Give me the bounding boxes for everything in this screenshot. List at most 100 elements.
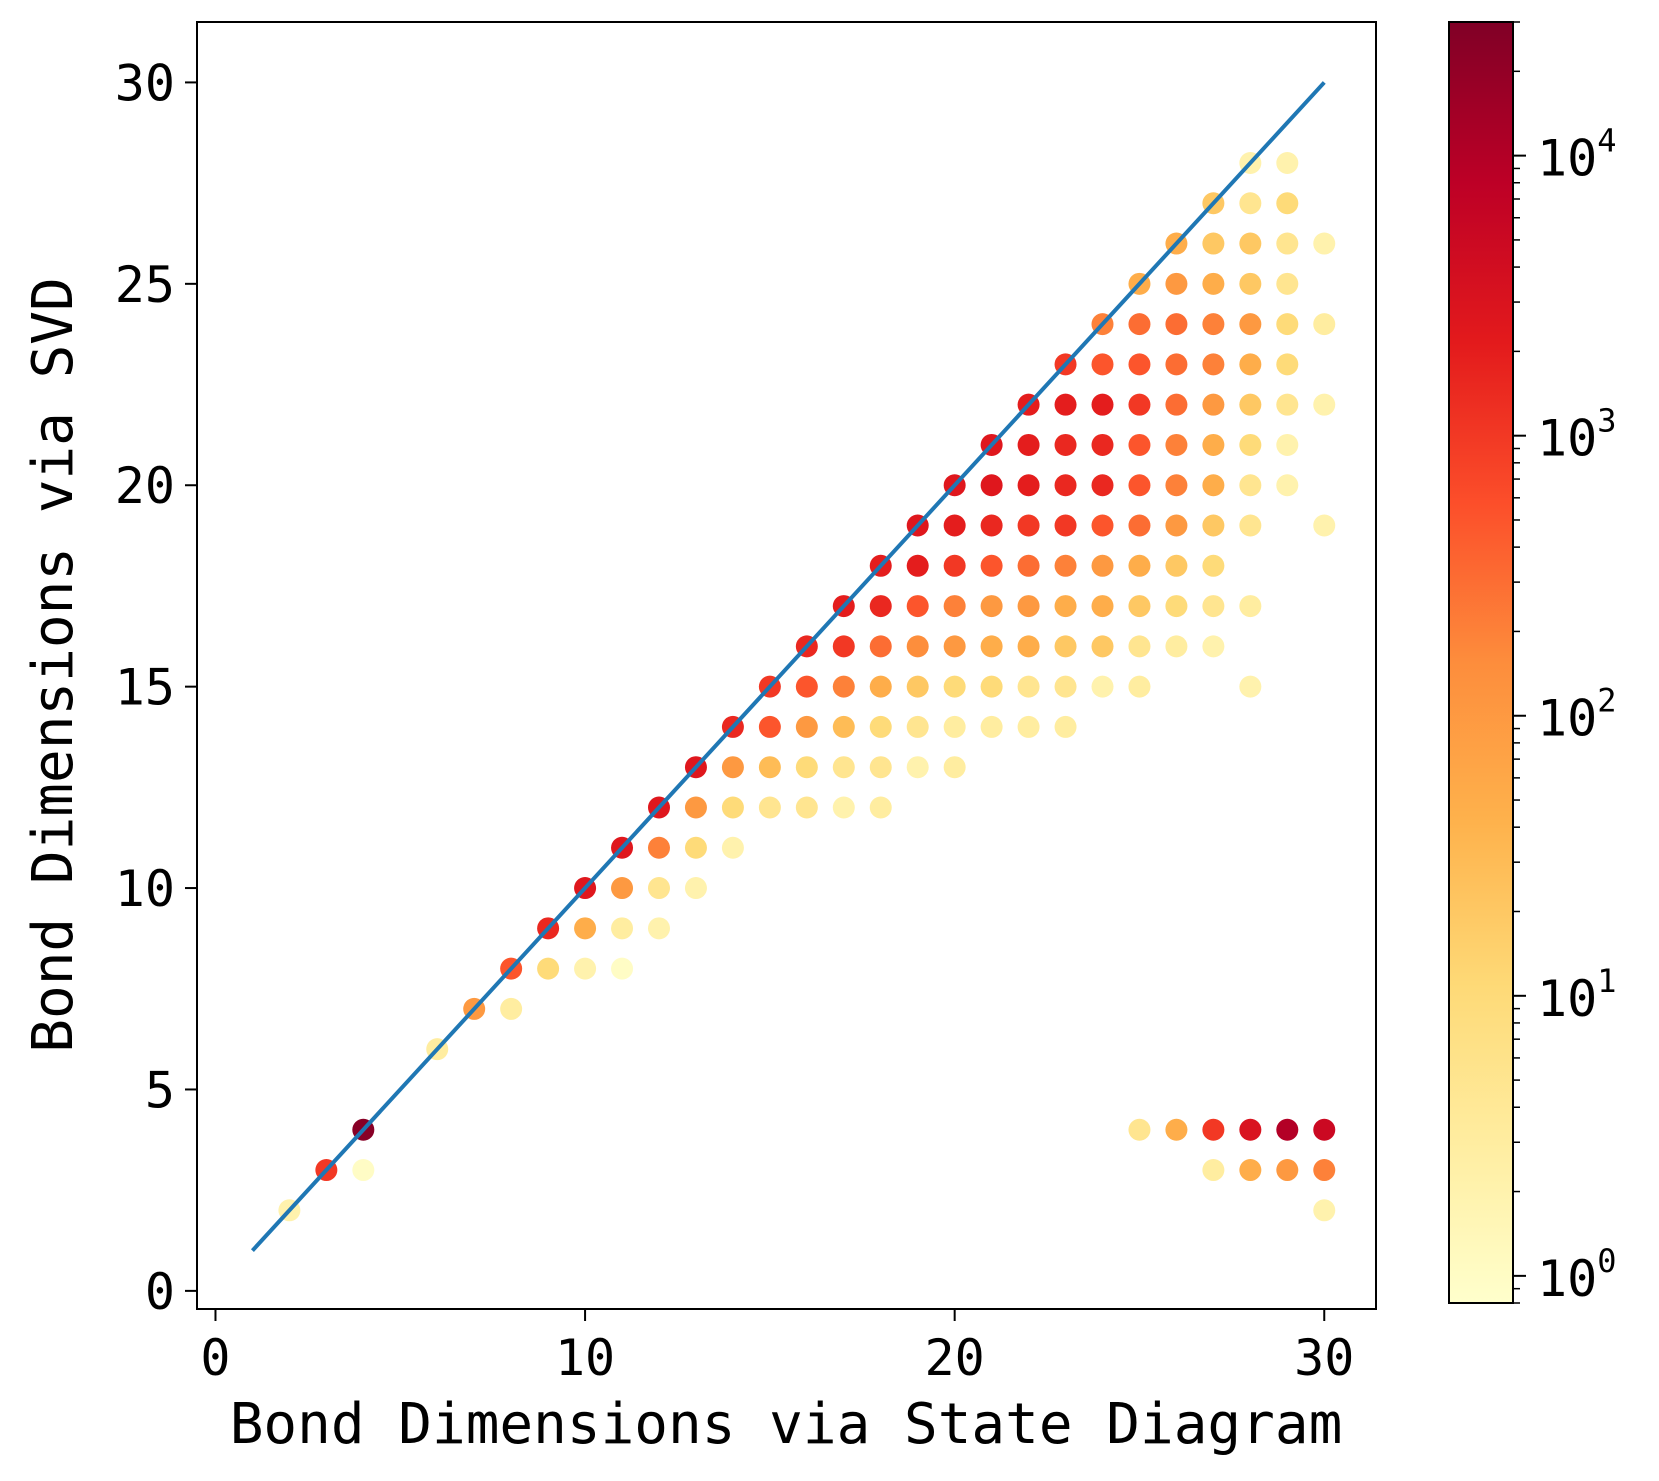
data-point [1091,514,1114,537]
x-axis-ticks: 0 10 20 30 [200,1309,1354,1387]
data-point [1091,474,1114,497]
data-point [1202,353,1225,376]
y-tick-label: 30 [115,54,175,112]
data-point [1128,635,1151,658]
data-point [906,595,929,618]
data-point [832,675,855,698]
data-point [352,1159,375,1182]
data-point [1276,151,1299,174]
data-point [1128,1118,1151,1141]
data-point [500,997,523,1020]
data-point [980,715,1003,738]
data-point [1313,1118,1336,1141]
data-point [1239,192,1262,215]
data-point [1313,514,1336,537]
data-point [1017,715,1040,738]
data-point [1239,1159,1262,1182]
data-point [1054,393,1077,416]
colorbar-tick-exponent: 4 [1597,122,1616,160]
data-point [1054,554,1077,577]
y-tick-label: 5 [145,1061,175,1119]
x-tick-label: 0 [200,1329,230,1387]
data-point [1054,635,1077,658]
colorbar-tick-label: 100 [1537,1242,1616,1308]
data-point [980,474,1003,497]
data-point [1202,514,1225,537]
colorbar-tick-exponent: 1 [1597,962,1616,1000]
data-point [832,715,855,738]
data-point [1276,192,1299,215]
data-point [1091,635,1114,658]
data-point [1276,232,1299,255]
data-point [980,675,1003,698]
data-point [832,635,855,658]
data-point [943,675,966,698]
data-point [1202,635,1225,658]
data-point [869,715,892,738]
data-point [869,796,892,819]
data-point [980,554,1003,577]
data-point [795,796,818,819]
colorbar-tick-exponent: 2 [1597,682,1616,720]
data-point [1313,1199,1336,1222]
data-point [574,957,597,980]
data-point [647,836,670,859]
data-point [1091,353,1114,376]
data-point [1276,393,1299,416]
identity-reference-line [250,81,1326,1252]
data-points [278,151,1336,1222]
data-point [1276,1118,1299,1141]
data-point [1128,595,1151,618]
data-point [943,715,966,738]
data-point [1202,1159,1225,1182]
colorbar-tick-label: 103 [1537,402,1616,468]
data-point [611,957,634,980]
data-point [943,514,966,537]
data-point [647,877,670,900]
data-point [869,756,892,779]
data-point [1239,433,1262,456]
data-point [1202,1118,1225,1141]
data-point [1091,554,1114,577]
data-point [721,796,744,819]
data-point [906,715,929,738]
data-point [1239,232,1262,255]
data-point [1313,232,1336,255]
data-point [1128,393,1151,416]
data-point [758,715,781,738]
data-point [795,756,818,779]
data-point [1091,595,1114,618]
data-point [684,877,707,900]
data-point [906,675,929,698]
data-point [1202,474,1225,497]
data-point [1054,433,1077,456]
y-tick-label: 10 [115,860,175,918]
data-point [1239,393,1262,416]
x-axis-label: Bond Dimensions via State Diagram [230,1392,1343,1457]
data-point [1128,433,1151,456]
data-point [1165,595,1188,618]
plot-frame [196,21,1377,1310]
data-point [1239,272,1262,295]
data-point [1202,595,1225,618]
data-point [1128,514,1151,537]
data-point [869,635,892,658]
data-point [1239,675,1262,698]
data-point [1313,1159,1336,1182]
data-point [980,635,1003,658]
data-point [1276,353,1299,376]
data-point [1017,635,1040,658]
data-point [869,675,892,698]
data-point [1202,272,1225,295]
data-point [1054,474,1077,497]
data-point [574,917,597,940]
data-point [906,554,929,577]
data-point [906,756,929,779]
data-point [1276,433,1299,456]
data-point [1017,675,1040,698]
data-point [1165,635,1188,658]
colorbar-tick-label: 101 [1537,962,1616,1028]
data-point [1165,474,1188,497]
